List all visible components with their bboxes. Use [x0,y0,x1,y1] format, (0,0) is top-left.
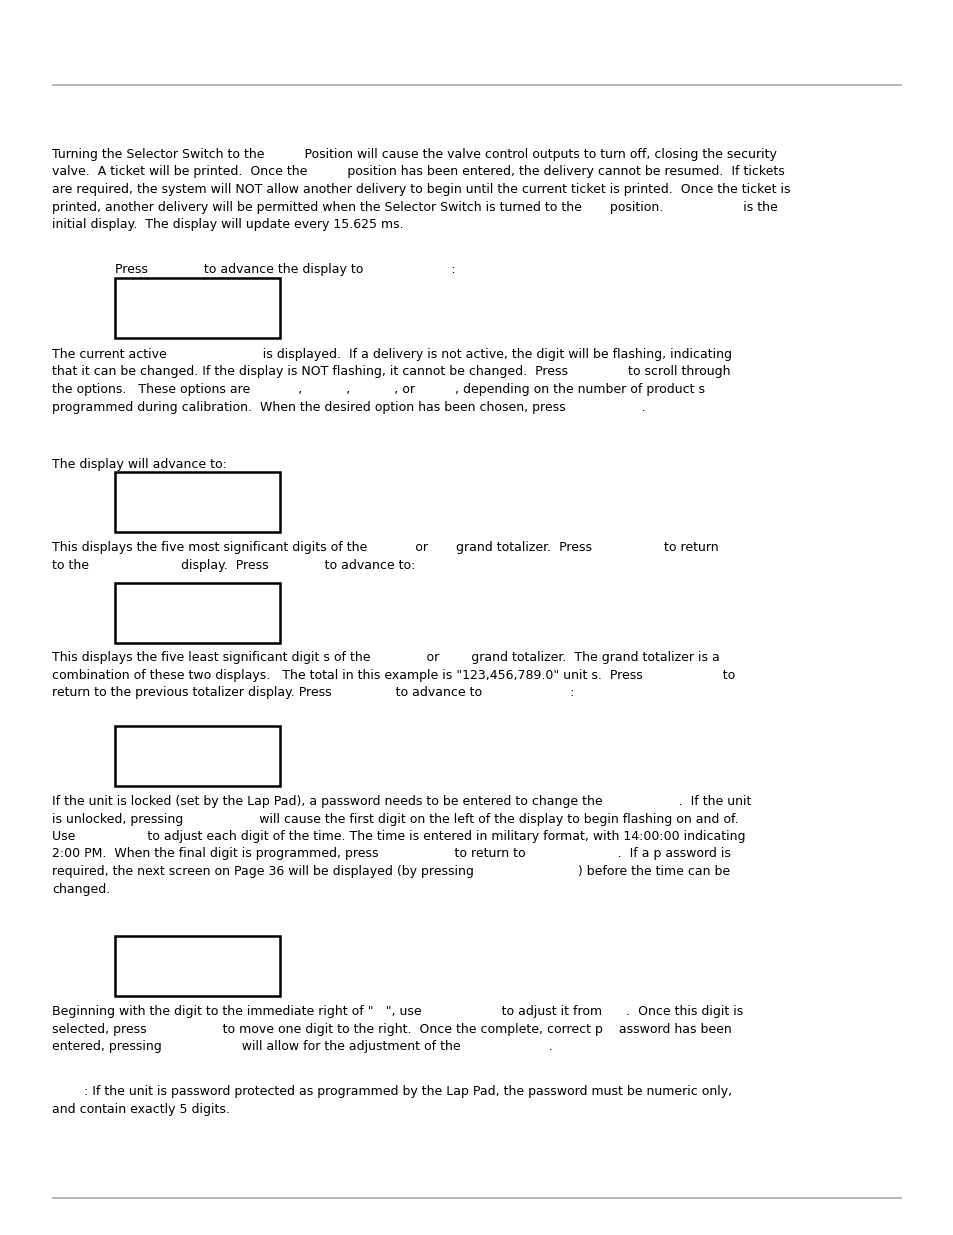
Text: The current active                        is displayed.  If a delivery is not ac: The current active is displayed. If a de… [52,348,731,414]
Text: Beginning with the digit to the immediate right of "   ", use                   : Beginning with the digit to the immediat… [52,1005,742,1053]
Text: Press              to advance the display to                      :: Press to advance the display to : [115,263,456,275]
Bar [115,278,280,338]
Text: If the unit is locked (set by the Lap Pad), a password needs to be entered to ch: If the unit is locked (set by the Lap Pa… [52,795,751,895]
Text: Turning the Selector Switch to the          Position will cause the valve contro: Turning the Selector Switch to the Posit… [52,148,790,231]
Bar [115,472,280,532]
Bar [115,583,280,643]
Bar [115,726,280,785]
Text: : If the unit is password protected as programmed by the Lap Pad, the password m: : If the unit is password protected as p… [52,1086,731,1115]
Text: This displays the five most significant digits of the            or       grand : This displays the five most significant … [52,541,718,572]
Text: This displays the five least significant digit s of the              or        g: This displays the five least significant… [52,651,735,699]
Text: The display will advance to:: The display will advance to: [52,458,227,471]
Bar [115,936,280,995]
